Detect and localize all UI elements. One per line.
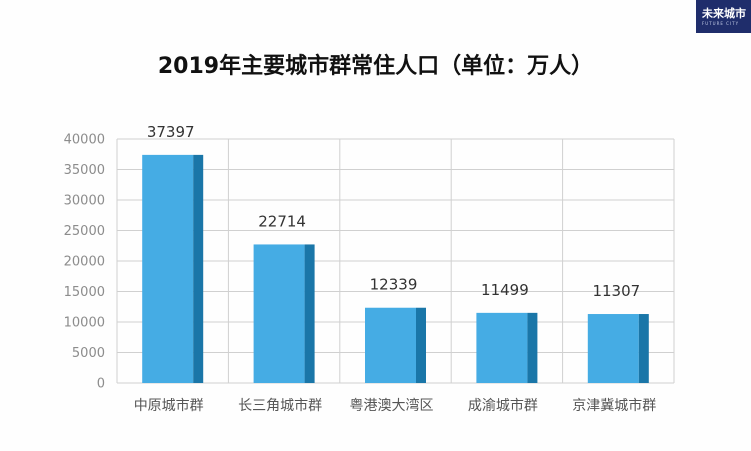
bar [476, 312, 528, 383]
bar [587, 314, 639, 383]
category-label: 长三角城市群 [238, 397, 322, 414]
bar-side [527, 312, 538, 383]
y-tick-label: 25000 [64, 224, 105, 239]
data-label: 12339 [370, 276, 418, 294]
data-label: 11307 [592, 282, 640, 300]
y-tick-label: 0 [97, 377, 105, 392]
data-label: 11499 [481, 281, 529, 299]
bar-side [638, 314, 649, 383]
y-tick-label: 20000 [64, 255, 105, 270]
data-label: 22714 [258, 212, 306, 230]
brand-subtitle: FUTURE CITY [702, 21, 740, 26]
y-tick-label: 40000 [64, 133, 105, 148]
y-tick-label: 10000 [64, 316, 105, 331]
brand-logo: 未来城市 FUTURE CITY [696, 0, 751, 33]
bar-side [193, 154, 204, 383]
y-tick-label: 15000 [64, 285, 105, 300]
bar-side [304, 244, 315, 383]
category-label: 成渝城市群 [468, 397, 538, 414]
y-tick-label: 5000 [72, 346, 105, 361]
chart-title: 2019年主要城市群常住人口（单位：万人） [157, 54, 594, 79]
bar [142, 154, 194, 383]
category-label: 中原城市群 [134, 397, 204, 414]
bar [365, 307, 416, 383]
bar [253, 244, 305, 383]
y-tick-label: 30000 [64, 194, 105, 209]
category-label: 粤港澳大湾区 [350, 397, 434, 414]
brand-name: 未来城市 [702, 7, 746, 20]
bar-side [416, 307, 426, 383]
category-label: 京津冀城市群 [572, 397, 656, 414]
y-tick-label: 35000 [64, 163, 105, 178]
data-label: 37397 [147, 123, 195, 141]
